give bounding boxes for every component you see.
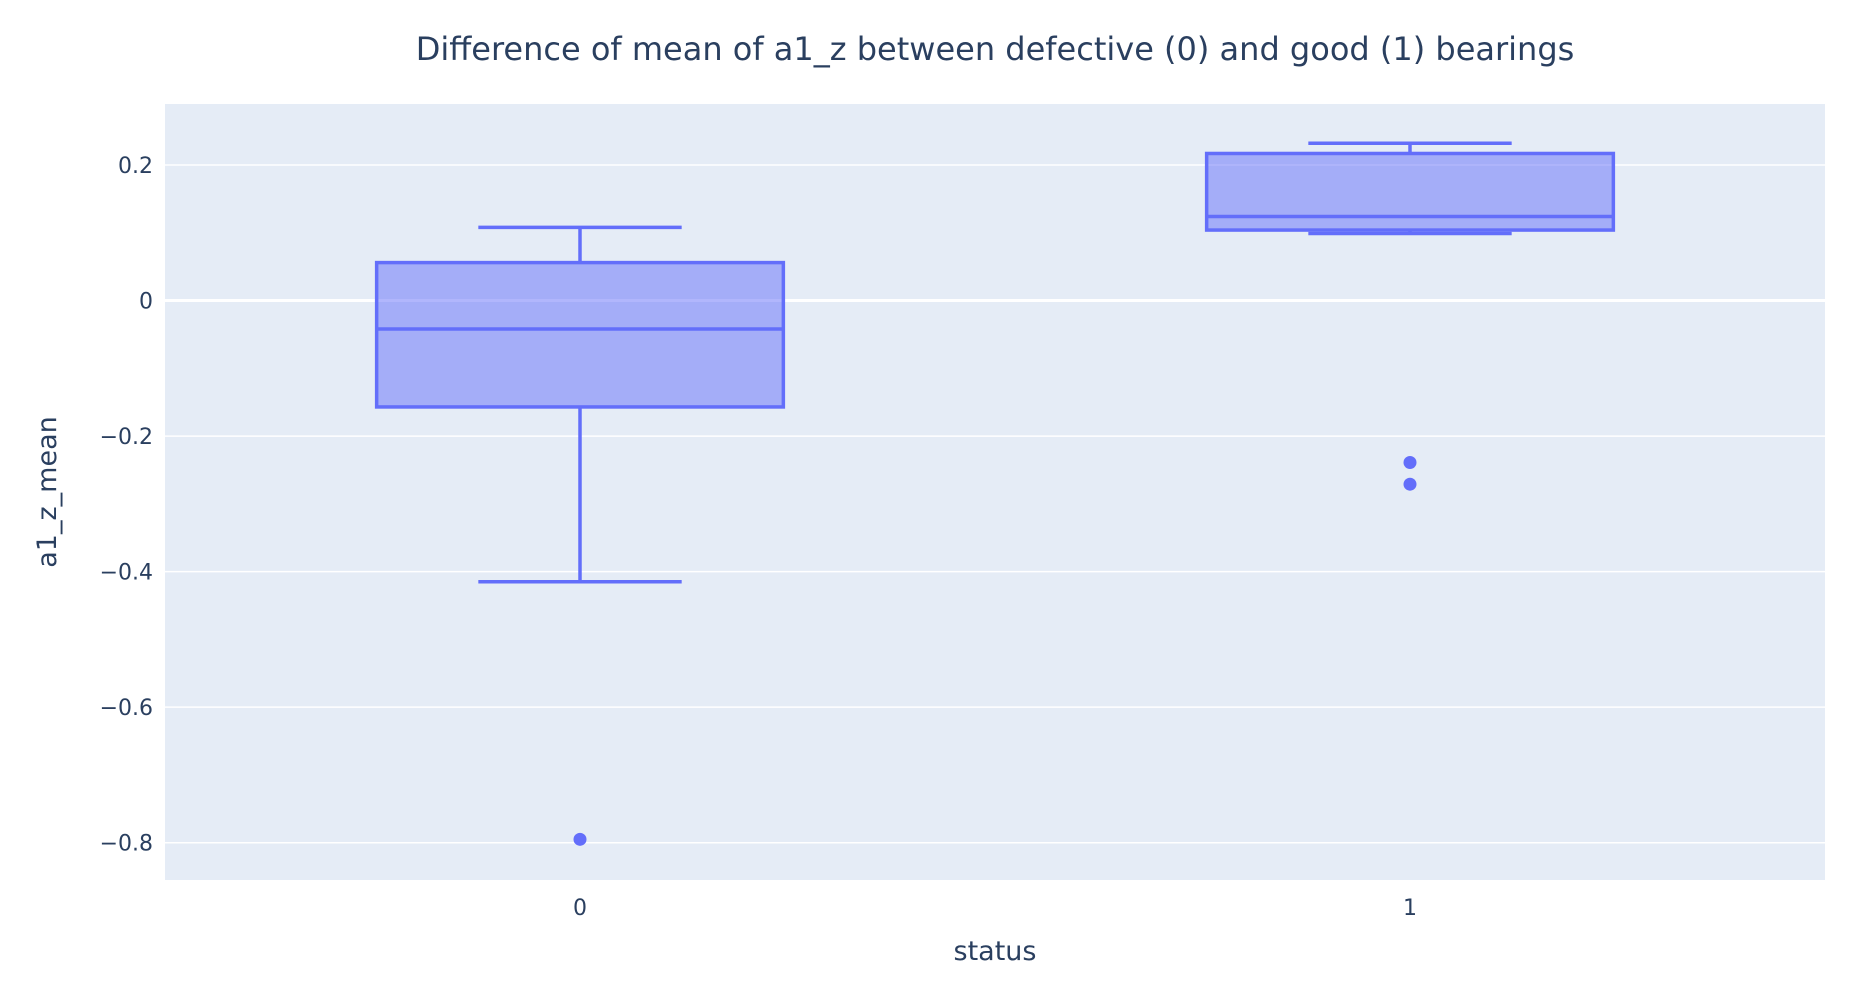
box-iqr — [1204, 151, 1616, 232]
y-tick-label: 0.2 — [118, 154, 153, 179]
box-status-1 — [1204, 141, 1616, 491]
plot-area — [165, 104, 1825, 880]
outlier-point — [573, 832, 587, 846]
y-tick-label: −0.4 — [100, 561, 153, 586]
x-axis-title: status — [954, 936, 1037, 967]
boxes — [374, 141, 1616, 846]
x-tick-label: 0 — [573, 896, 587, 921]
chart-title: Difference of mean of a1_z between defec… — [416, 30, 1575, 68]
y-tick-label: −0.6 — [100, 696, 153, 721]
x-tick-label: 1 — [1403, 896, 1417, 921]
outlier-point — [1403, 477, 1417, 491]
outlier-point — [1403, 456, 1417, 470]
y-tick-label: 0 — [139, 290, 153, 315]
y-axis-title: a1_z_mean — [32, 416, 63, 567]
y-tick-label: −0.8 — [100, 832, 153, 857]
y-tick-labels: 0.2 0 −0.2 −0.4 −0.6 −0.8 — [100, 154, 153, 857]
y-tick-label: −0.2 — [100, 425, 153, 450]
box-status-0 — [374, 225, 786, 846]
box-iqr — [374, 260, 786, 409]
